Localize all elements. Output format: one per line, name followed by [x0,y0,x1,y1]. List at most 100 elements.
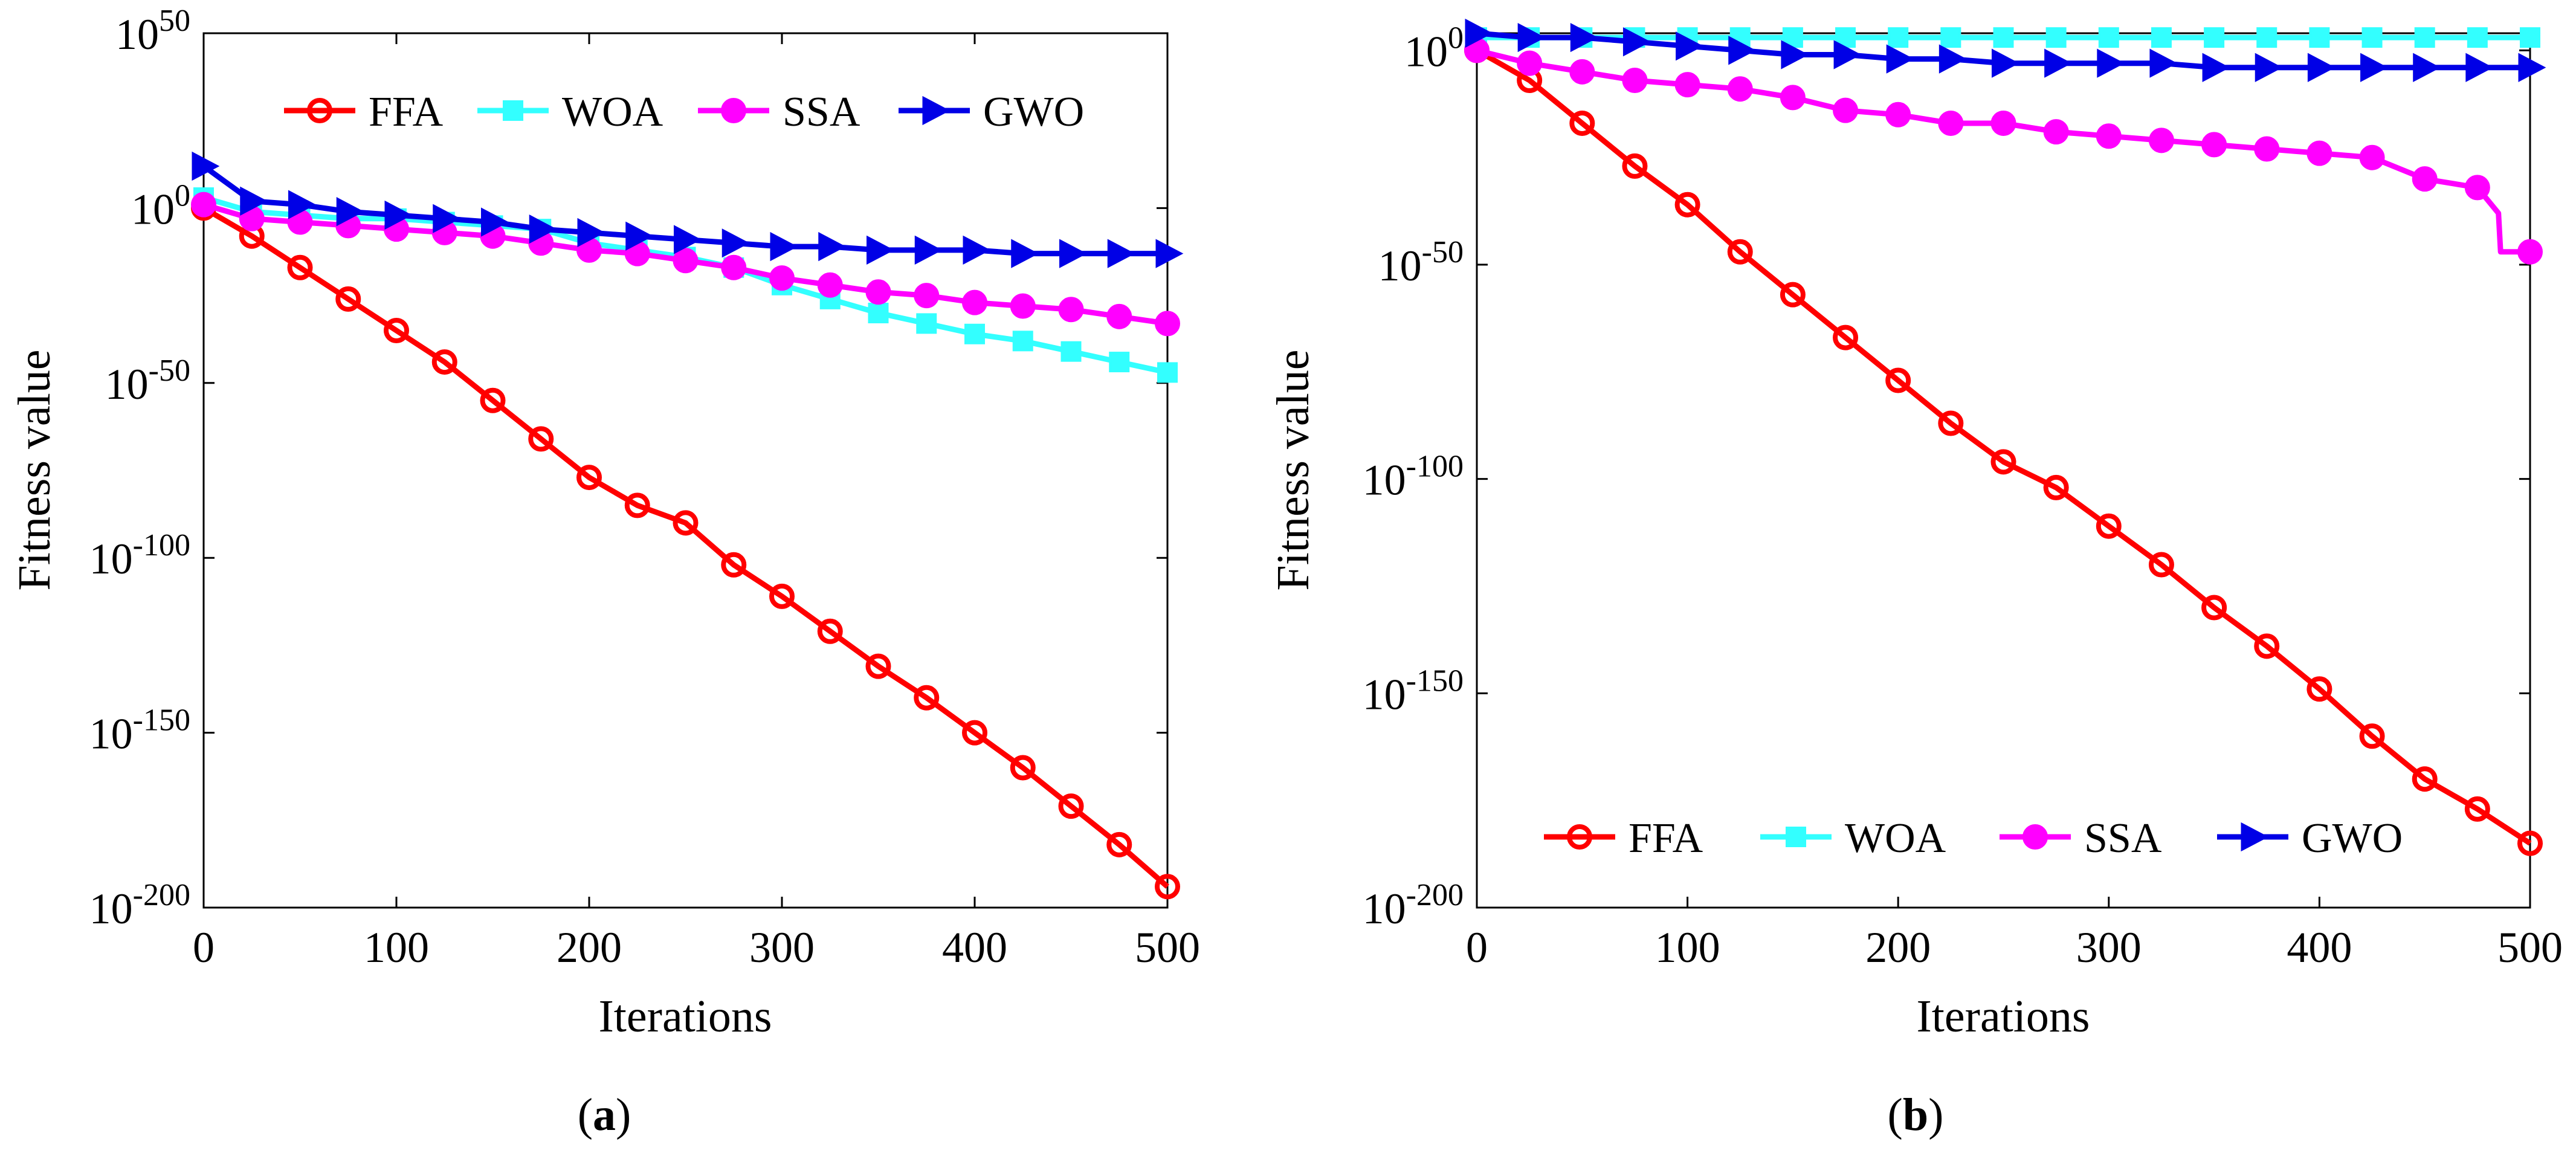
y-tick-label: 10-100 [1363,450,1464,505]
y-tick-label: 10-200 [1363,878,1464,933]
panel-caption-close: ) [1928,1089,1943,1140]
series-gwo [192,151,1184,268]
data-point-ffa [2517,830,2543,856]
data-point-ssa [191,192,216,218]
y-tick-label: 100 [1404,21,1464,76]
y-tick-exponent: -200 [133,878,190,912]
data-point-woa [916,313,937,334]
x-tick-label: 200 [557,923,622,972]
data-point-woa [2151,27,2172,48]
data-point-gwo [1570,22,1598,53]
data-point-gwo [1155,239,1184,268]
panel-caption-open: ( [578,1089,593,1140]
data-point-ffa [1727,239,1753,265]
data-point-ffa [1010,755,1036,781]
data-point-ffa [431,349,457,375]
y-tick-label: 10-150 [89,703,190,758]
data-point-ssa [1990,110,2016,136]
x-tick-label: 400 [2287,923,2352,972]
data-point-ffa [287,254,313,280]
x-tick-label: 400 [942,923,1007,972]
y-axis-label: Fitness value [1268,350,1319,591]
series-line-ffa [1475,48,2532,846]
y-tick-label: 1050 [115,4,190,59]
data-point-ffa [769,583,795,609]
y-tick-label: 10-200 [89,878,190,933]
y-tick-exponent: -150 [133,703,190,738]
legend: FFA WOA SSA GWO [284,89,1084,135]
data-point-ffa [865,653,891,679]
data-point-woa [1012,331,1033,352]
data-point-gwo [2149,48,2178,78]
legend-marker-woa [503,100,523,121]
legend-marker-ssa [2022,824,2048,850]
data-point-ssa [1885,102,1911,127]
data-point-gwo [1517,22,1546,53]
data-point-ssa [2412,166,2438,192]
data-point-ffa [962,720,987,746]
y-tick-exponent: -200 [1406,878,1464,912]
x-axis-label: Iterations [1916,991,2090,1042]
data-point-woa [1993,27,2014,48]
data-point-ffa [624,492,650,518]
series-ffa [191,195,1180,900]
data-point-gwo [1833,40,1862,69]
data-point-ssa [962,289,987,315]
data-point-ffa [2464,796,2490,822]
legend-label-gwo: GWO [2302,815,2403,862]
legend-label-woa: WOA [562,89,663,135]
data-point-ffa [480,387,506,413]
y-tick-label: 10-100 [89,528,190,583]
data-point-ffa [1990,449,2016,475]
data-point-woa [2204,27,2225,48]
data-point-gwo [867,235,894,265]
data-point-ffa [721,552,747,578]
data-point-gwo [481,207,509,237]
data-point-ssa [1938,110,1964,136]
data-point-ssa [1833,97,1859,123]
data-point-woa [1940,27,1961,48]
x-tick-label: 500 [1135,923,1200,972]
data-point-gwo [2518,53,2546,82]
data-point-ffa [2412,766,2438,792]
chart-panel-a: 0 100 200 300 400 500105010010-5010-10010-150… [9,4,1200,1140]
data-point-gwo [1938,44,1967,74]
data-point-ssa [673,248,699,274]
data-point-ffa [2359,723,2385,749]
data-point-ssa [1727,76,1753,102]
data-point-ssa [721,254,747,280]
x-tick-label: 300 [2076,923,2142,972]
series-ssa [191,192,1180,337]
data-point-woa [2361,27,2383,48]
panel-caption-open: ( [1888,1089,1903,1140]
data-point-woa [2309,27,2330,48]
data-point-gwo [2044,48,2073,78]
x-tick-label: 200 [1865,923,1931,972]
panel-caption: (a) [578,1089,631,1140]
data-point-gwo [1107,239,1135,268]
legend-label-ssa: SSA [783,89,860,135]
y-tick-exponent: -150 [1406,663,1464,698]
y-tick-label: 10-50 [1378,235,1464,290]
data-point-ffa [817,618,843,644]
data-point-ffa [1833,324,1859,350]
data-point-woa [2098,27,2119,48]
data-point-gwo [914,235,943,265]
data-point-gwo [1622,27,1651,57]
data-point-woa [2414,27,2435,48]
data-point-woa [1888,27,1909,48]
data-point-woa [868,303,889,324]
data-point-ffa [673,510,699,536]
data-point-ffa [1885,367,1911,393]
data-point-gwo [1728,36,1757,65]
data-point-ssa [2201,132,2227,158]
data-point-gwo [529,214,557,244]
y-tick-exponent: -50 [149,353,190,388]
data-point-woa [1109,352,1130,373]
data-point-woa [2045,27,2067,48]
data-point-gwo [2202,53,2230,82]
y-tick-exponent: 0 [175,178,190,213]
chart-panel-b: 0 100 200 300 400 50010010-5010-10010-15010-2… [1268,18,2563,1140]
data-point-gwo [2413,53,2441,82]
legend-label-woa: WOA [1845,815,1946,862]
